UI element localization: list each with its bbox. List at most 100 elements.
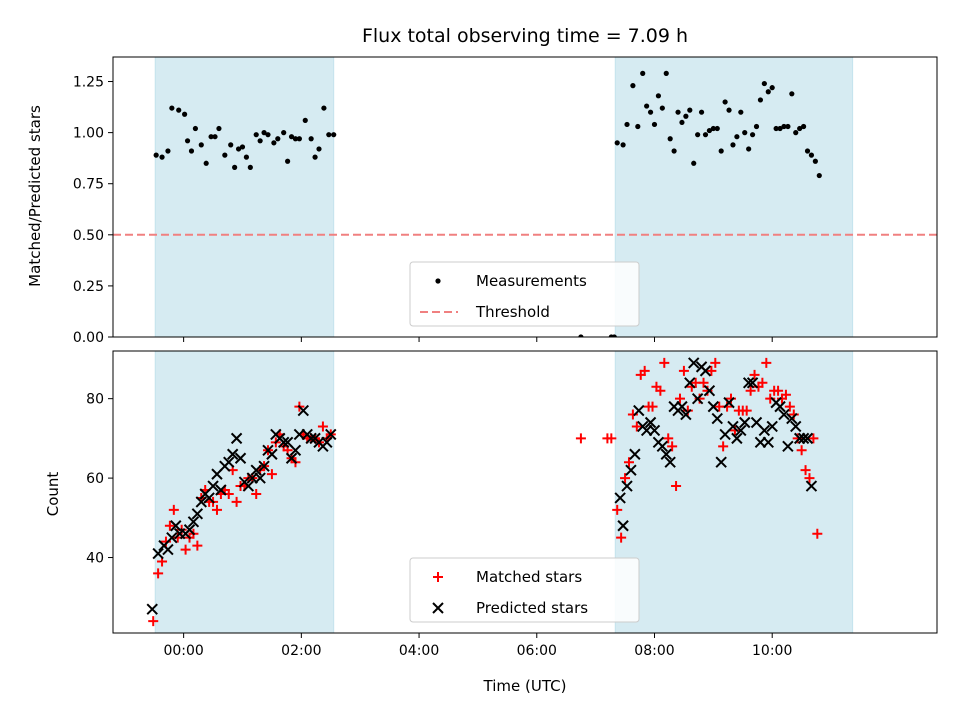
predicted-stars-point	[146, 603, 158, 615]
predicted-stars-point	[230, 432, 243, 445]
measurements-point	[808, 152, 815, 158]
legend-label: Predicted stars	[476, 599, 588, 617]
matched-stars-point	[251, 488, 262, 499]
matched-stars-point	[757, 377, 768, 388]
predicted-stars-point	[660, 448, 672, 460]
matched-stars-point	[606, 433, 617, 444]
predicted-stars-point	[289, 444, 302, 457]
matched-stars-point	[168, 504, 179, 515]
measurements-point	[235, 146, 242, 152]
predicted-stars-point	[739, 416, 751, 429]
matched-stars-point	[631, 421, 642, 432]
matched-stars-point	[749, 369, 760, 380]
y-tick-label: 40	[86, 551, 104, 567]
matched-stars-point	[804, 473, 815, 484]
matched-stars-point	[180, 544, 191, 555]
measurements-point	[773, 125, 779, 132]
predicted-stars-point	[207, 480, 219, 492]
predicted-stars-point	[321, 436, 333, 449]
measurements-point	[312, 154, 318, 160]
predicted-stars-point	[782, 440, 794, 453]
legend-marker	[433, 572, 443, 582]
measurements-point	[710, 125, 716, 132]
predicted-stars-point	[250, 464, 262, 476]
measurements-point	[265, 132, 271, 138]
predicted-stars-point	[711, 412, 723, 425]
bottom-y-axis-label: Count	[44, 472, 62, 517]
top-panel: 0.00 0.25 0.50 0.75 1.00 1.25 Measurements Thre…	[73, 56, 938, 346]
predicted-stars-point	[774, 400, 786, 413]
matched-stars-point	[706, 365, 717, 376]
x-tick-label: 00:00	[163, 643, 203, 659]
measurements-point	[198, 142, 204, 148]
matched-stars-point	[575, 433, 586, 444]
measurements-point	[726, 107, 732, 113]
measurements-point	[620, 142, 626, 148]
measurements-point	[216, 125, 222, 132]
predicted-stars-point	[664, 456, 676, 468]
measurements-point	[308, 136, 314, 142]
measurements-point	[702, 132, 709, 138]
measurements-point	[718, 148, 724, 154]
predicted-stars-point	[617, 520, 629, 532]
measurements-point	[683, 113, 689, 119]
matched-stars-point	[773, 385, 784, 396]
matched-stars-point	[164, 520, 175, 531]
matched-stars-point	[796, 445, 807, 456]
predicted-stars-point	[266, 448, 278, 460]
measurements-point	[192, 125, 198, 132]
measurements-point	[239, 144, 246, 150]
measurements-point	[777, 125, 783, 132]
y-tick-label: 0.75	[73, 177, 104, 193]
matched-stars-point	[698, 377, 709, 388]
measurements-point	[714, 125, 720, 132]
y-tick-label: 0.25	[73, 279, 104, 295]
predicted-stars-point	[805, 480, 818, 492]
measurements-point	[247, 164, 253, 170]
measurements-point	[316, 146, 322, 152]
measurements-point	[212, 134, 218, 140]
measurements-point	[742, 130, 748, 136]
predicted-stars-point	[648, 424, 661, 437]
predicted-stars-point	[614, 492, 626, 504]
axes-frame	[112, 350, 938, 634]
measurements-point	[698, 109, 705, 115]
predicted-stars-point	[285, 452, 298, 464]
plot-area	[146, 351, 854, 633]
measurements-point	[706, 127, 713, 134]
matched-stars-point	[667, 441, 678, 452]
measurements-point	[165, 148, 171, 154]
measurements-point	[734, 134, 740, 140]
matched-stars-point	[231, 496, 242, 507]
measurements-point	[321, 105, 327, 111]
measurements-point	[647, 109, 654, 115]
measurements-point	[578, 334, 584, 337]
matched-stars-point	[266, 469, 277, 480]
predicted-stars-point	[727, 420, 739, 433]
predicted-stars-point	[786, 412, 798, 425]
matched-stars-point	[211, 504, 222, 515]
measurements-point	[651, 121, 658, 128]
measurements-point	[793, 130, 799, 136]
measurements-point	[730, 142, 736, 148]
matched-stars-point	[674, 393, 685, 404]
y-tick-label: 1.00	[73, 126, 104, 142]
measurements-point	[749, 132, 756, 138]
measurements-point	[671, 148, 677, 154]
plot-area	[113, 57, 937, 337]
predicted-stars-point	[742, 377, 755, 389]
measurements-point	[800, 123, 807, 130]
observing-window-2	[614, 351, 854, 633]
predicted-stars-point	[203, 492, 215, 504]
measurements-point	[659, 105, 665, 111]
x-tick-label: 10:00	[752, 643, 792, 659]
matched-stars-point	[659, 357, 670, 368]
predicted-stars-point	[797, 432, 810, 445]
predicted-stars-point	[152, 547, 164, 560]
y-tick-label: 0.50	[73, 228, 104, 244]
measurements-point	[188, 148, 195, 154]
matched-stars-point	[765, 393, 776, 404]
matched-stars-point	[148, 616, 159, 627]
predicted-stars-point	[766, 420, 778, 433]
matched-stars-point	[812, 528, 823, 539]
